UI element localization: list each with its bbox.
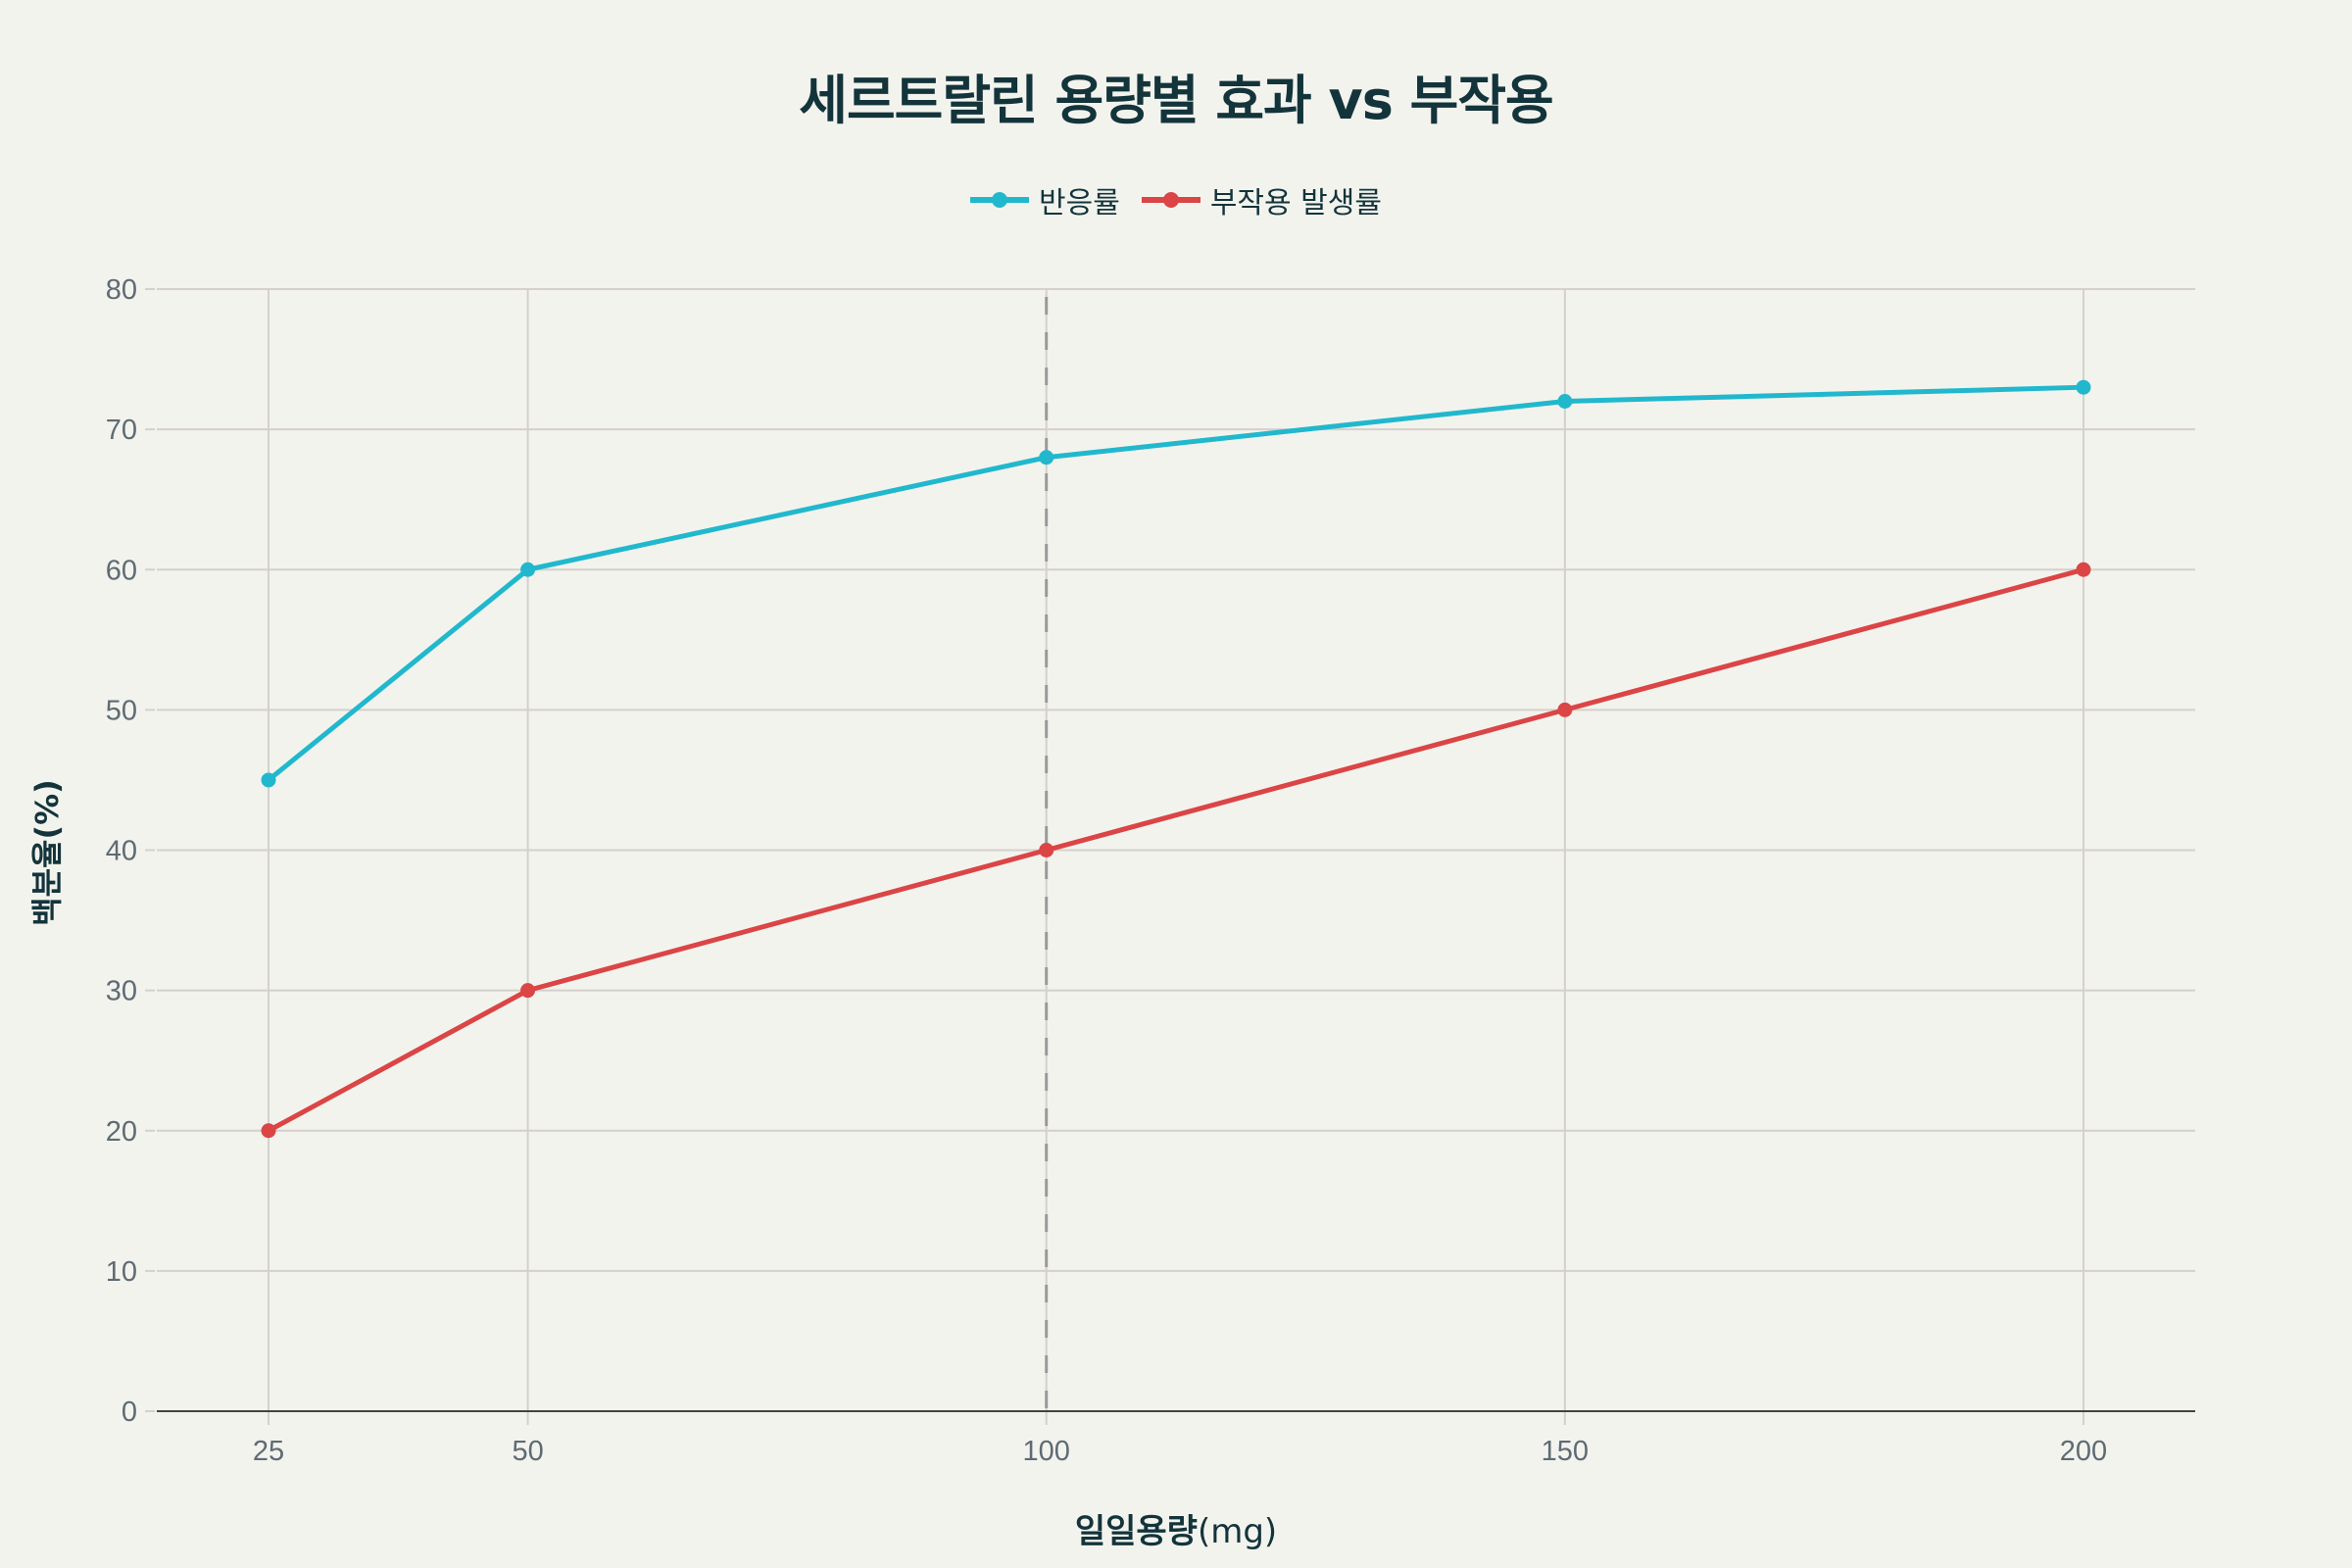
legend-label: 반응률 bbox=[1039, 186, 1120, 220]
chart-title: 세르트랄린 용량별 효과 vs 부작용 bbox=[799, 70, 1553, 131]
x-tick-label: 25 bbox=[253, 1436, 284, 1467]
y-tick-label: 20 bbox=[106, 1116, 137, 1148]
y-tick-label: 40 bbox=[106, 836, 137, 867]
data-point-marker bbox=[261, 772, 276, 788]
legend-item-response-rate[interactable]: 반응률 bbox=[970, 178, 1120, 221]
y-tick-label: 80 bbox=[106, 274, 137, 306]
y-tick-label: 70 bbox=[106, 415, 137, 446]
y-tick-label: 0 bbox=[122, 1396, 137, 1428]
data-point-marker bbox=[520, 562, 536, 577]
legend-line-marker-icon bbox=[1141, 192, 1200, 208]
data-point-marker bbox=[2076, 379, 2091, 395]
y-tick-label: 30 bbox=[106, 976, 137, 1007]
y-tick-label: 50 bbox=[106, 695, 137, 726]
data-point-marker bbox=[1039, 843, 1054, 858]
x-axis-title: 일일용량(mg) bbox=[1074, 1512, 1278, 1551]
legend: 반응률 부작용 발생률 bbox=[0, 178, 2352, 221]
y-tick-label: 10 bbox=[106, 1256, 137, 1288]
series-line-0 bbox=[267, 384, 2084, 782]
x-tick-label: 150 bbox=[1542, 1436, 1589, 1467]
y-axis-title: 백분율(%) bbox=[28, 779, 66, 926]
legend-label: 부작용 발생률 bbox=[1209, 186, 1382, 220]
x-tick-label: 200 bbox=[2060, 1436, 2107, 1467]
data-point-marker bbox=[1557, 702, 1573, 717]
data-point-marker bbox=[1039, 450, 1054, 466]
data-point-marker bbox=[520, 983, 536, 999]
x-tick-label: 100 bbox=[1023, 1436, 1070, 1467]
data-point-marker bbox=[1557, 394, 1573, 409]
y-tick-label: 60 bbox=[106, 555, 137, 586]
legend-line-marker-icon bbox=[970, 192, 1030, 208]
x-tick-label: 50 bbox=[512, 1436, 543, 1467]
data-point-marker bbox=[2076, 562, 2091, 577]
data-point-marker bbox=[261, 1123, 276, 1139]
legend-item-side-effect-rate[interactable]: 부작용 발생률 bbox=[1141, 178, 1382, 221]
